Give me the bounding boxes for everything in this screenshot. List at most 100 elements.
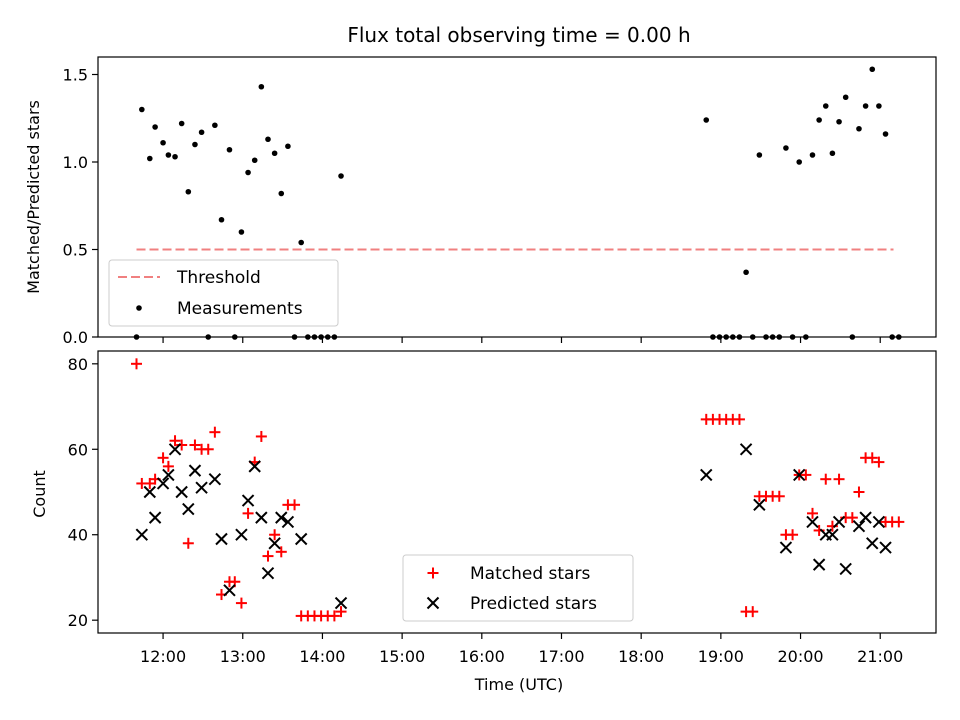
measurement-point — [862, 103, 869, 109]
matched-star-point — [202, 443, 214, 455]
predicted-star-point — [156, 477, 170, 490]
measurement-point — [178, 120, 185, 127]
predicted-star-point — [168, 443, 182, 456]
matched-star-point — [269, 529, 281, 541]
predicted-star-point — [700, 468, 713, 482]
matched-star-point — [747, 606, 759, 618]
matched-star-point — [275, 546, 287, 558]
predicted-star-point — [832, 515, 846, 529]
predicted-star-point — [852, 519, 866, 533]
top-plot-frame — [97, 56, 937, 338]
matched-star-point — [733, 413, 745, 425]
predicted-star-point — [261, 566, 275, 580]
top-legend: Threshold Measurements — [108, 259, 339, 327]
predicted-star-point — [294, 532, 308, 546]
measurement-point — [882, 131, 889, 137]
predicted-star-point — [255, 511, 268, 524]
figure-title: Flux total observing time = 0.00 h — [347, 23, 690, 47]
measurement-point — [160, 139, 166, 146]
measurement-point — [271, 150, 278, 157]
matched-star-point — [242, 507, 254, 519]
x-tick-label: 14:00 — [299, 647, 345, 666]
predicted-star-point — [859, 511, 872, 524]
predicted-star-point — [779, 541, 793, 554]
measurement-point — [796, 159, 803, 165]
legend-predicted-swatch — [426, 596, 440, 610]
bottom-y-tick-label: 80 — [68, 355, 88, 374]
matched-star-point — [169, 435, 181, 447]
x-tick-label: 19:00 — [698, 647, 744, 666]
matched-star-point — [853, 486, 865, 498]
x-tick-label: 20:00 — [777, 647, 823, 666]
matched-star-point — [873, 456, 885, 468]
predicted-star-point — [812, 558, 826, 571]
matched-star-point — [262, 550, 274, 562]
bottom-y-tick-label: 20 — [68, 611, 88, 630]
measurement-point — [822, 103, 829, 109]
predicted-star-point — [275, 511, 288, 524]
measurement-point — [238, 229, 245, 235]
predicted-star-point — [248, 460, 261, 473]
predicted-star-point — [872, 515, 886, 529]
bottom-y-tick-label: 40 — [68, 526, 88, 545]
measurement-point — [172, 153, 178, 160]
predicted-star-point — [143, 485, 157, 499]
measurement-point — [809, 152, 816, 158]
predicted-star-point — [879, 541, 892, 554]
matched-star-point — [787, 529, 799, 541]
legend-predicted-label: Predicted stars — [470, 594, 597, 614]
legend-matched-swatch — [427, 567, 439, 579]
matched-star-point — [255, 430, 267, 442]
matched-star-point — [131, 358, 143, 370]
bottom-y-tick-label: 60 — [68, 440, 88, 459]
measurement-point — [226, 146, 233, 153]
measurement-point — [251, 157, 258, 164]
predicted-star-point — [235, 528, 248, 541]
predicted-star-point — [806, 515, 819, 529]
predicted-star-point — [241, 494, 255, 507]
matched-star-point — [773, 490, 785, 502]
bottom-plot-frame — [97, 350, 937, 634]
measurement-point — [869, 66, 876, 73]
matched-star-point — [866, 452, 878, 464]
matched-star-point — [833, 473, 845, 485]
matched-star-point — [182, 537, 194, 549]
predicted-star-point — [739, 443, 753, 456]
x-tick-label: 16:00 — [459, 647, 505, 666]
predicted-star-point — [268, 537, 281, 550]
predicted-star-point — [195, 481, 208, 494]
predicted-star-point — [162, 468, 175, 482]
matched-star-point — [235, 597, 247, 609]
top-panel: 0.0 0.5 1.0 1.5 Threshold Measurements Matche… — [24, 56, 937, 347]
measurement-point — [829, 150, 836, 157]
measurement-point — [152, 124, 158, 130]
matched-star-point — [806, 507, 818, 519]
measurement-point — [756, 152, 763, 158]
x-axis-label: Time (UTC) — [474, 675, 563, 694]
matched-star-point — [328, 610, 340, 622]
x-tick-label: 12:00 — [140, 647, 186, 666]
measurement-point — [192, 141, 198, 148]
matched-star-point — [289, 499, 301, 511]
measurement-point — [212, 122, 218, 129]
measurement-point — [218, 216, 225, 223]
measurement-point — [139, 106, 145, 113]
x-tick-label: 21:00 — [857, 647, 903, 666]
bottom-y-axis-label: Count — [30, 470, 49, 518]
measurement-point — [743, 269, 749, 276]
legend-matched-label: Matched stars — [470, 564, 590, 584]
predicted-star-point — [826, 528, 839, 541]
matched-star-point — [189, 439, 201, 451]
measurement-point — [265, 136, 271, 143]
predicted-star-point — [793, 468, 806, 482]
x-tick-label: 15:00 — [379, 647, 425, 666]
predicted-star-point — [182, 502, 195, 516]
predicted-star-point — [223, 584, 236, 597]
x-tick-label: 17:00 — [538, 647, 584, 666]
predicted-star-point — [839, 562, 852, 576]
top-y-tick-label: 1.0 — [63, 153, 88, 172]
bottom-legend: Matched stars Predicted stars — [402, 554, 634, 622]
predicted-star-point — [188, 464, 202, 477]
top-y-tick-label: 0.5 — [63, 241, 88, 260]
